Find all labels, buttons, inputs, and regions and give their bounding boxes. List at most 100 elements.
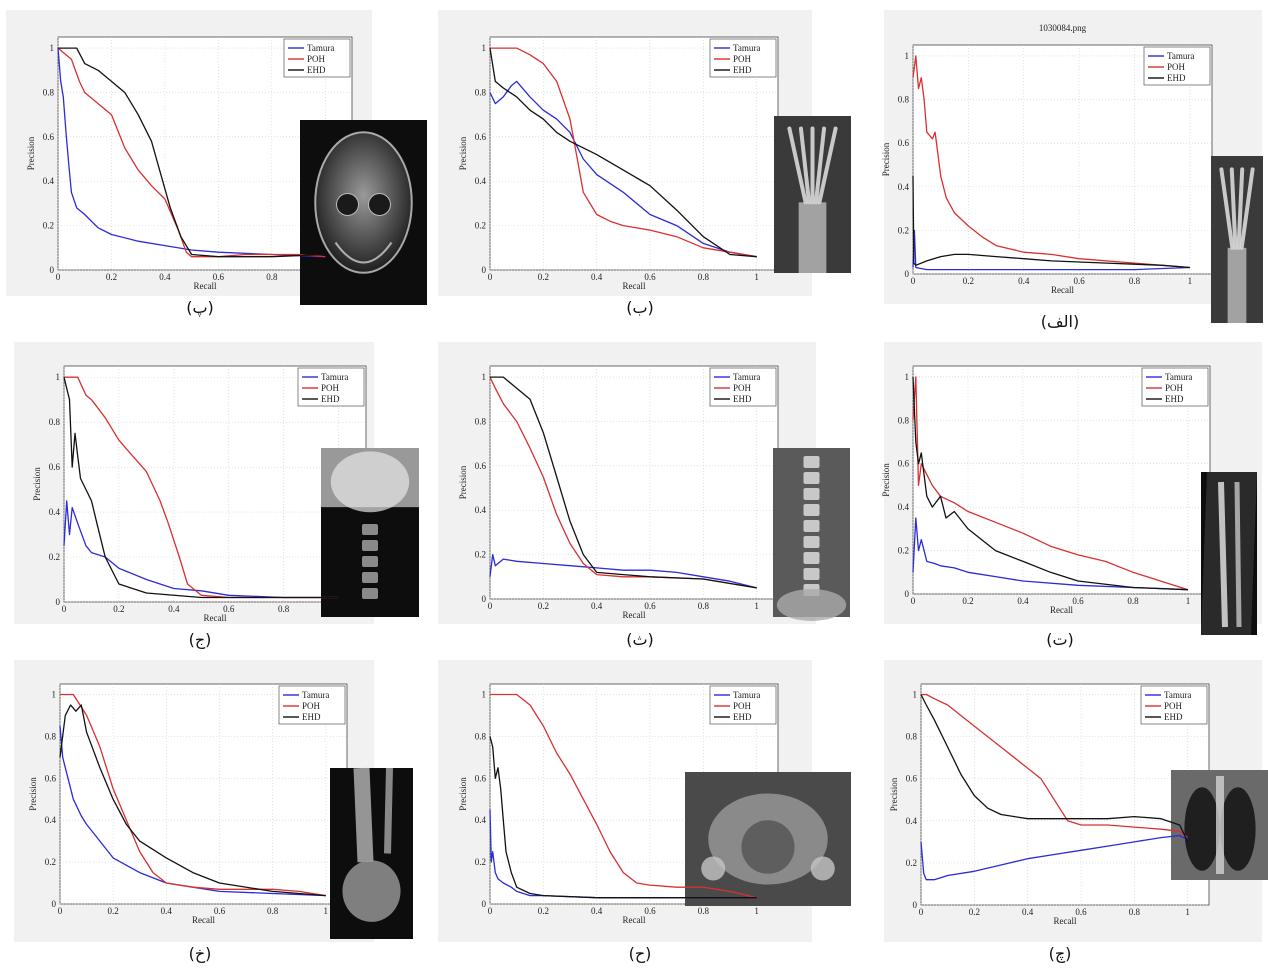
y-tick-label: 1 xyxy=(56,372,61,382)
y-tick-label: 0.6 xyxy=(475,132,487,142)
y-tick-label: 0.8 xyxy=(898,95,910,105)
series-line-poh xyxy=(490,693,757,899)
series-line-ehd xyxy=(490,376,757,589)
x-axis-label: Recall xyxy=(623,281,646,291)
y-tick-label: 0 xyxy=(905,269,910,279)
y-tick-label: 0.2 xyxy=(43,221,54,231)
xray-thumbnail xyxy=(1171,770,1268,880)
y-axis-label: Precision xyxy=(458,777,468,811)
xray-thumbnail xyxy=(321,448,419,617)
x-tick-label: 0.8 xyxy=(278,604,290,614)
panel-caption: (چ) xyxy=(1048,944,1072,963)
legend-label: EHD xyxy=(1164,712,1183,722)
x-tick-label: 0.8 xyxy=(698,906,710,916)
legend-label: POH xyxy=(1164,701,1183,711)
legend-label: POH xyxy=(1165,383,1184,393)
y-tick-label: 0.4 xyxy=(45,815,57,825)
series-line-tamura xyxy=(489,80,757,258)
y-tick-label: 0.6 xyxy=(45,773,57,783)
series-line-poh xyxy=(64,376,339,599)
y-tick-label: 0.8 xyxy=(898,415,910,425)
chart-panel: 0 0.2 0.4 0.6 0.8 1 0 0.2 0.4 0.6 0.8 1 Recall Precis… xyxy=(438,10,851,296)
x-axis-label: Recall xyxy=(623,610,646,620)
chart-panel: 0 0.2 0.4 0.6 0.8 1 0 0.2 0.4 0.6 0.8 1 Recall Precis… xyxy=(881,10,1263,323)
panel-caption: (ب) xyxy=(626,298,654,317)
x-axis-label: Recall xyxy=(1050,605,1073,615)
series-line-poh xyxy=(921,693,1189,839)
x-tick-label: 0.8 xyxy=(698,272,710,282)
series-line-poh xyxy=(912,376,1189,591)
x-tick-label: 0.6 xyxy=(644,906,656,916)
series-line-tamura xyxy=(59,725,326,897)
x-tick-label: 0.2 xyxy=(963,276,974,286)
legend-label: POH xyxy=(302,701,321,711)
y-tick-label: 0.6 xyxy=(898,138,910,148)
legend-label: EHD xyxy=(733,712,752,722)
x-tick-label: 0 xyxy=(56,272,61,282)
panel-caption: (پ) xyxy=(186,298,214,317)
legend-label: POH xyxy=(733,54,752,64)
series-line-ehd xyxy=(59,704,326,897)
y-tick-label: 0.4 xyxy=(49,507,61,517)
y-tick-label: 0 xyxy=(56,597,61,607)
chart-svg: 00.20.40.60.8100.20.40.60.81RecallPrecis… xyxy=(6,10,427,305)
legend-label: EHD xyxy=(1165,394,1184,404)
x-tick-label: 1 xyxy=(323,906,328,916)
y-tick-label: 0.6 xyxy=(898,459,910,469)
x-tick-label: 0.8 xyxy=(266,272,278,282)
x-tick-label: 1 xyxy=(1188,276,1193,286)
y-tick-label: 0.6 xyxy=(475,773,487,783)
x-tick-label: 0.4 xyxy=(1022,907,1034,917)
legend-label: EHD xyxy=(307,65,326,75)
y-tick-label: 0.6 xyxy=(43,132,55,142)
legend-label: POH xyxy=(733,701,752,711)
x-tick-label: 0 xyxy=(488,601,493,611)
y-tick-label: 0 xyxy=(913,900,918,910)
y-tick-label: 0.8 xyxy=(475,731,487,741)
y-tick-label: 0.2 xyxy=(898,225,909,235)
series-line-ehd xyxy=(489,736,757,899)
x-tick-label: 1 xyxy=(1186,596,1191,606)
x-axis-label: Recall xyxy=(192,915,215,925)
panel-caption: (خ) xyxy=(188,944,212,963)
x-axis-label: Recall xyxy=(1051,285,1074,295)
x-axis-label: Recall xyxy=(194,281,217,291)
series-line-tamura xyxy=(920,834,1189,881)
legend-label: Tamura xyxy=(1165,372,1192,382)
y-axis-label: Precision xyxy=(881,463,891,497)
series-line-poh xyxy=(490,47,757,258)
series-line-ehd xyxy=(63,377,339,599)
y-axis-label: Precision xyxy=(28,777,38,811)
xray-thumbnail xyxy=(685,772,851,906)
series-line-ehd xyxy=(920,694,1189,843)
x-tick-label: 0.4 xyxy=(159,272,171,282)
y-tick-label: 1 xyxy=(905,372,910,382)
y-tick-label: 0.4 xyxy=(475,176,487,186)
y-tick-label: 0.4 xyxy=(43,176,55,186)
chart-title: 1030084.png xyxy=(1039,23,1087,33)
y-axis-label: Precision xyxy=(32,467,42,501)
chart-panel: 0 0.2 0.4 0.6 0.8 1 0 0.2 0.4 0.6 0.8 1 Recall Precis… xyxy=(438,342,850,624)
x-tick-label: 0.8 xyxy=(1129,907,1141,917)
y-tick-label: 0 xyxy=(482,594,487,604)
legend-label: POH xyxy=(321,383,340,393)
legend-label: Tamura xyxy=(302,690,329,700)
x-tick-label: 0.2 xyxy=(108,906,119,916)
y-axis-label: Precision xyxy=(889,777,899,811)
xray-thumbnail xyxy=(774,116,851,273)
x-tick-label: 0.8 xyxy=(267,906,279,916)
legend-label: EHD xyxy=(321,394,340,404)
x-tick-label: 0.4 xyxy=(1018,276,1030,286)
x-tick-label: 0.4 xyxy=(161,906,173,916)
y-tick-label: 0.4 xyxy=(898,182,910,192)
x-tick-label: 0.4 xyxy=(591,906,603,916)
x-tick-label: 0.2 xyxy=(106,272,117,282)
